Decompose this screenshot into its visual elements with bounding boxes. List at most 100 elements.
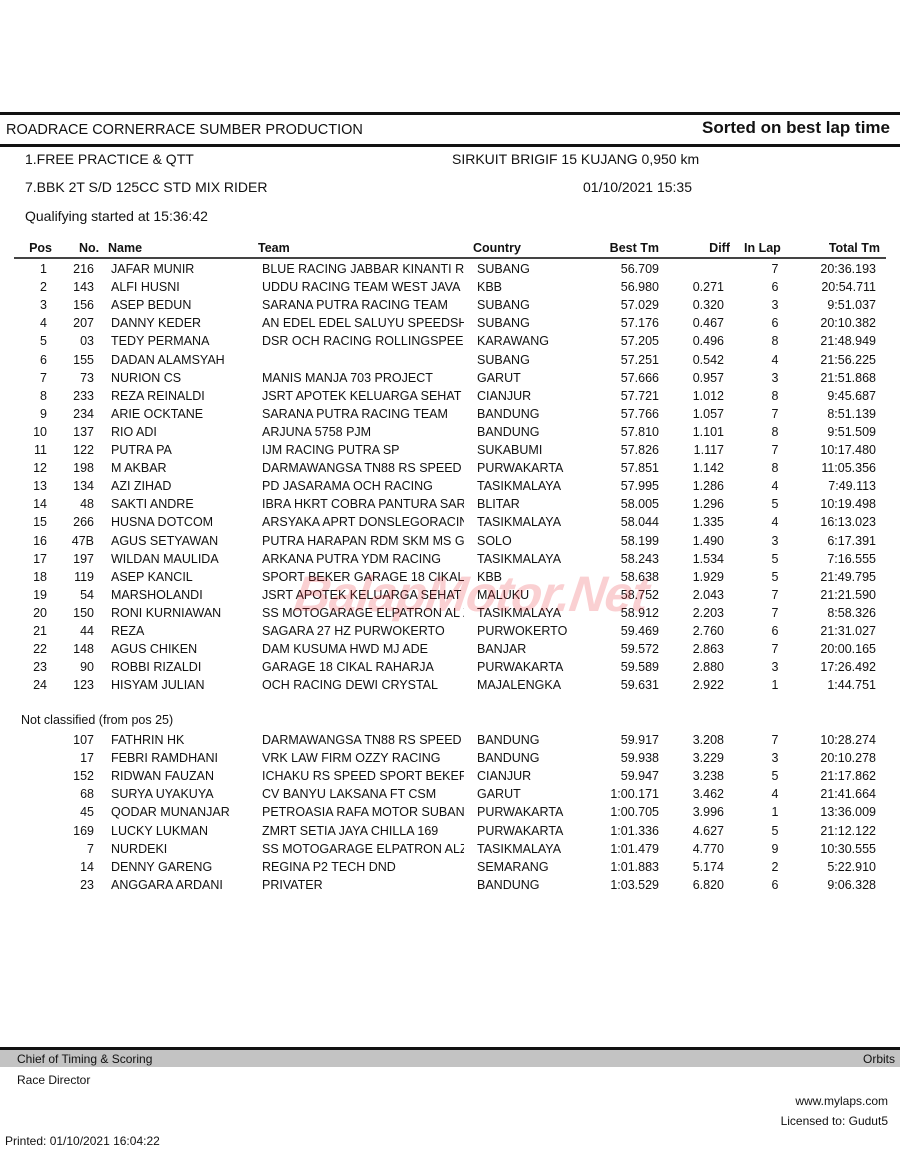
- cell-total-time: 7:16.555: [827, 551, 876, 566]
- cell-number: 44: [80, 624, 94, 638]
- cell-pos: 21: [33, 624, 47, 638]
- cell-best-time: 57.826: [620, 443, 659, 457]
- cell-diff: 2.880: [692, 660, 724, 675]
- cell-best-time: 57.766: [620, 406, 659, 421]
- cell-best-time: 1:00.171: [610, 787, 659, 802]
- cell-team: SS MOTOGARAGE ELPATRON AL ZIK: [262, 605, 464, 620]
- cell-best-time: 58.243: [620, 551, 659, 566]
- cell-total-time: 21:48.949: [820, 334, 876, 349]
- table-row: 8 233 REZA REINALDI JSRT APOTEK KELUARGA SE…: [0, 389, 900, 407]
- cell-best-time: 56.980: [620, 280, 659, 295]
- table-row: 23 ANGGARA ARDANI PRIVATER BANDUNG 1:03.529 6…: [0, 878, 900, 896]
- cell-total-time: 20:00.165: [820, 642, 876, 657]
- race-director: Race Director: [17, 1073, 91, 1087]
- cell-pos: 9: [40, 406, 47, 421]
- cell-country: SUBANG: [477, 316, 530, 331]
- cell-total-time: 10:19.498: [820, 497, 876, 512]
- cell-total-time: 20:10.278: [820, 751, 876, 766]
- cell-total-time: 21:56.225: [820, 352, 876, 367]
- cell-team: ARJUNA 5758 PJM: [262, 424, 372, 439]
- cell-total-time: 10:17.480: [820, 443, 876, 457]
- cell-diff: 1.117: [693, 443, 724, 457]
- cell-best-time: 56.709: [620, 262, 659, 276]
- cell-country: CIANJUR: [477, 388, 532, 403]
- cell-total-time: 10:28.274: [820, 733, 876, 747]
- cell-total-time: 21:31.027: [820, 624, 876, 638]
- sort-label: Sorted on best lap time: [702, 118, 890, 137]
- cell-total-time: 20:36.193: [820, 262, 876, 276]
- website-link[interactable]: www.mylaps.com: [795, 1094, 888, 1108]
- table-row: 169 LUCKY LUKMAN ZMRT SETIA JAYA CHILLA 16…: [0, 824, 900, 842]
- cell-pos: 20: [33, 605, 47, 620]
- cell-diff: 6.820: [692, 877, 724, 892]
- cell-country: SUBANG: [477, 352, 530, 367]
- cell-country: SUKABUMI: [477, 443, 543, 457]
- table-row: 14 DENNY GARENG REGINA P2 TECH DND SEMARANG…: [0, 860, 900, 878]
- cell-pos: 19: [33, 587, 47, 602]
- cell-team: IJM RACING PUTRA SP: [262, 443, 400, 457]
- cell-in-lap: 8: [771, 461, 779, 476]
- cell-total-time: 21:41.664: [820, 787, 876, 802]
- cell-number: 169: [73, 823, 94, 838]
- cell-best-time: 59.631: [620, 678, 659, 693]
- cell-rider-name: ASEP BEDUN: [111, 298, 192, 313]
- table-row: 6 155 DADAN ALAMSYAH SUBANG 57.251 0.542 4 21:5…: [0, 353, 900, 371]
- table-row: 10 137 RIO ADI ARJUNA 5758 PJM BANDUNG 57.810…: [0, 425, 900, 443]
- cell-pos: 13: [33, 479, 47, 494]
- cell-team: DAM KUSUMA HWD MJ ADE: [262, 642, 428, 657]
- cell-team: VRK LAW FIRM OZZY RACING: [262, 751, 441, 766]
- cell-in-lap: 3: [771, 370, 779, 385]
- cell-rider-name: DANNY KEDER: [111, 316, 202, 331]
- cell-total-time: 9:45.687: [827, 388, 876, 403]
- cell-in-lap: 5: [771, 769, 779, 784]
- cell-team: IBRA HKRT COBRA PANTURA SARAN: [262, 497, 464, 512]
- cell-pos: 10: [33, 424, 47, 439]
- cell-diff: 0.496: [692, 334, 724, 349]
- table-row: 24 123 HISYAM JULIAN OCH RACING DEWI CRYSTA…: [0, 678, 900, 696]
- cell-pos: 3: [40, 298, 47, 313]
- cell-number: 68: [80, 787, 94, 802]
- cell-country: TASIKMALAYA: [477, 551, 562, 566]
- cell-in-lap: 7: [771, 262, 779, 276]
- cell-rider-name: ARIE OCKTANE: [111, 406, 204, 421]
- cell-team: PD JASARAMA OCH RACING: [262, 479, 433, 494]
- cell-team: PETROASIA RAFA MOTOR SUBANG: [262, 805, 464, 820]
- cell-best-time: 59.572: [620, 642, 659, 657]
- cell-total-time: 10:30.555: [820, 841, 876, 856]
- cell-best-time: 58.044: [620, 515, 659, 530]
- cell-rider-name: HUSNA DOTCOM: [111, 515, 214, 530]
- table-row: 2 143 ALFI HUSNI UDDU RACING TEAM WEST JAVA…: [0, 280, 900, 298]
- cell-country: PURWAKARTA: [477, 461, 564, 476]
- cell-best-time: 57.995: [620, 479, 659, 494]
- cell-rider-name: AGUS CHIKEN: [111, 642, 198, 657]
- cell-number: 73: [80, 370, 94, 385]
- cell-country: KARAWANG: [477, 334, 549, 349]
- cell-in-lap: 4: [771, 352, 779, 367]
- cell-team: GARAGE 18 CIKAL RAHARJA: [262, 660, 434, 675]
- cell-diff: 1.490: [692, 533, 724, 548]
- session-datetime: 01/10/2021 15:35: [583, 179, 692, 195]
- cell-in-lap: 3: [771, 298, 779, 313]
- cell-rider-name: RIDWAN FAUZAN: [111, 769, 215, 784]
- cell-pos: 11: [34, 443, 47, 457]
- cell-country: SOLO: [477, 533, 512, 548]
- circuit-name: SIRKUIT BRIGIF 15 KUJANG 0,950 km: [452, 151, 700, 167]
- cell-team: UDDU RACING TEAM WEST JAVA: [262, 280, 461, 295]
- organizer-title: ROADRACE CORNERRACE SUMBER PRODUCTION: [6, 122, 363, 138]
- cell-diff: 0.271: [692, 280, 724, 295]
- cell-diff: 2.760: [692, 624, 724, 638]
- cell-team: REGINA P2 TECH DND: [262, 859, 396, 874]
- cell-best-time: 1:03.529: [610, 877, 659, 892]
- cell-total-time: 13:36.009: [820, 805, 876, 820]
- table-row: 19 54 MARSHOLANDI JSRT APOTEK KELUARGA SEHA…: [0, 588, 900, 606]
- cell-team: SARANA PUTRA RACING TEAM: [262, 406, 448, 421]
- cell-number: 14: [80, 859, 94, 874]
- cell-in-lap: 9: [771, 841, 779, 856]
- cell-total-time: 6:17.391: [827, 533, 876, 548]
- cell-team: ARSYAKA APRT DONSLEGORACING T: [262, 515, 464, 530]
- table-row: 107 FATHRIN HK DARMAWANGSA TN88 RS SPEED 1…: [0, 733, 900, 751]
- table-row: 7 NURDEKI SS MOTOGARAGE ELPATRON ALZIKF TAS…: [0, 842, 900, 860]
- cell-in-lap: 4: [771, 479, 779, 494]
- cell-team: SS MOTOGARAGE ELPATRON ALZIKF: [262, 841, 464, 856]
- cell-rider-name: LUCKY LUKMAN: [111, 823, 209, 838]
